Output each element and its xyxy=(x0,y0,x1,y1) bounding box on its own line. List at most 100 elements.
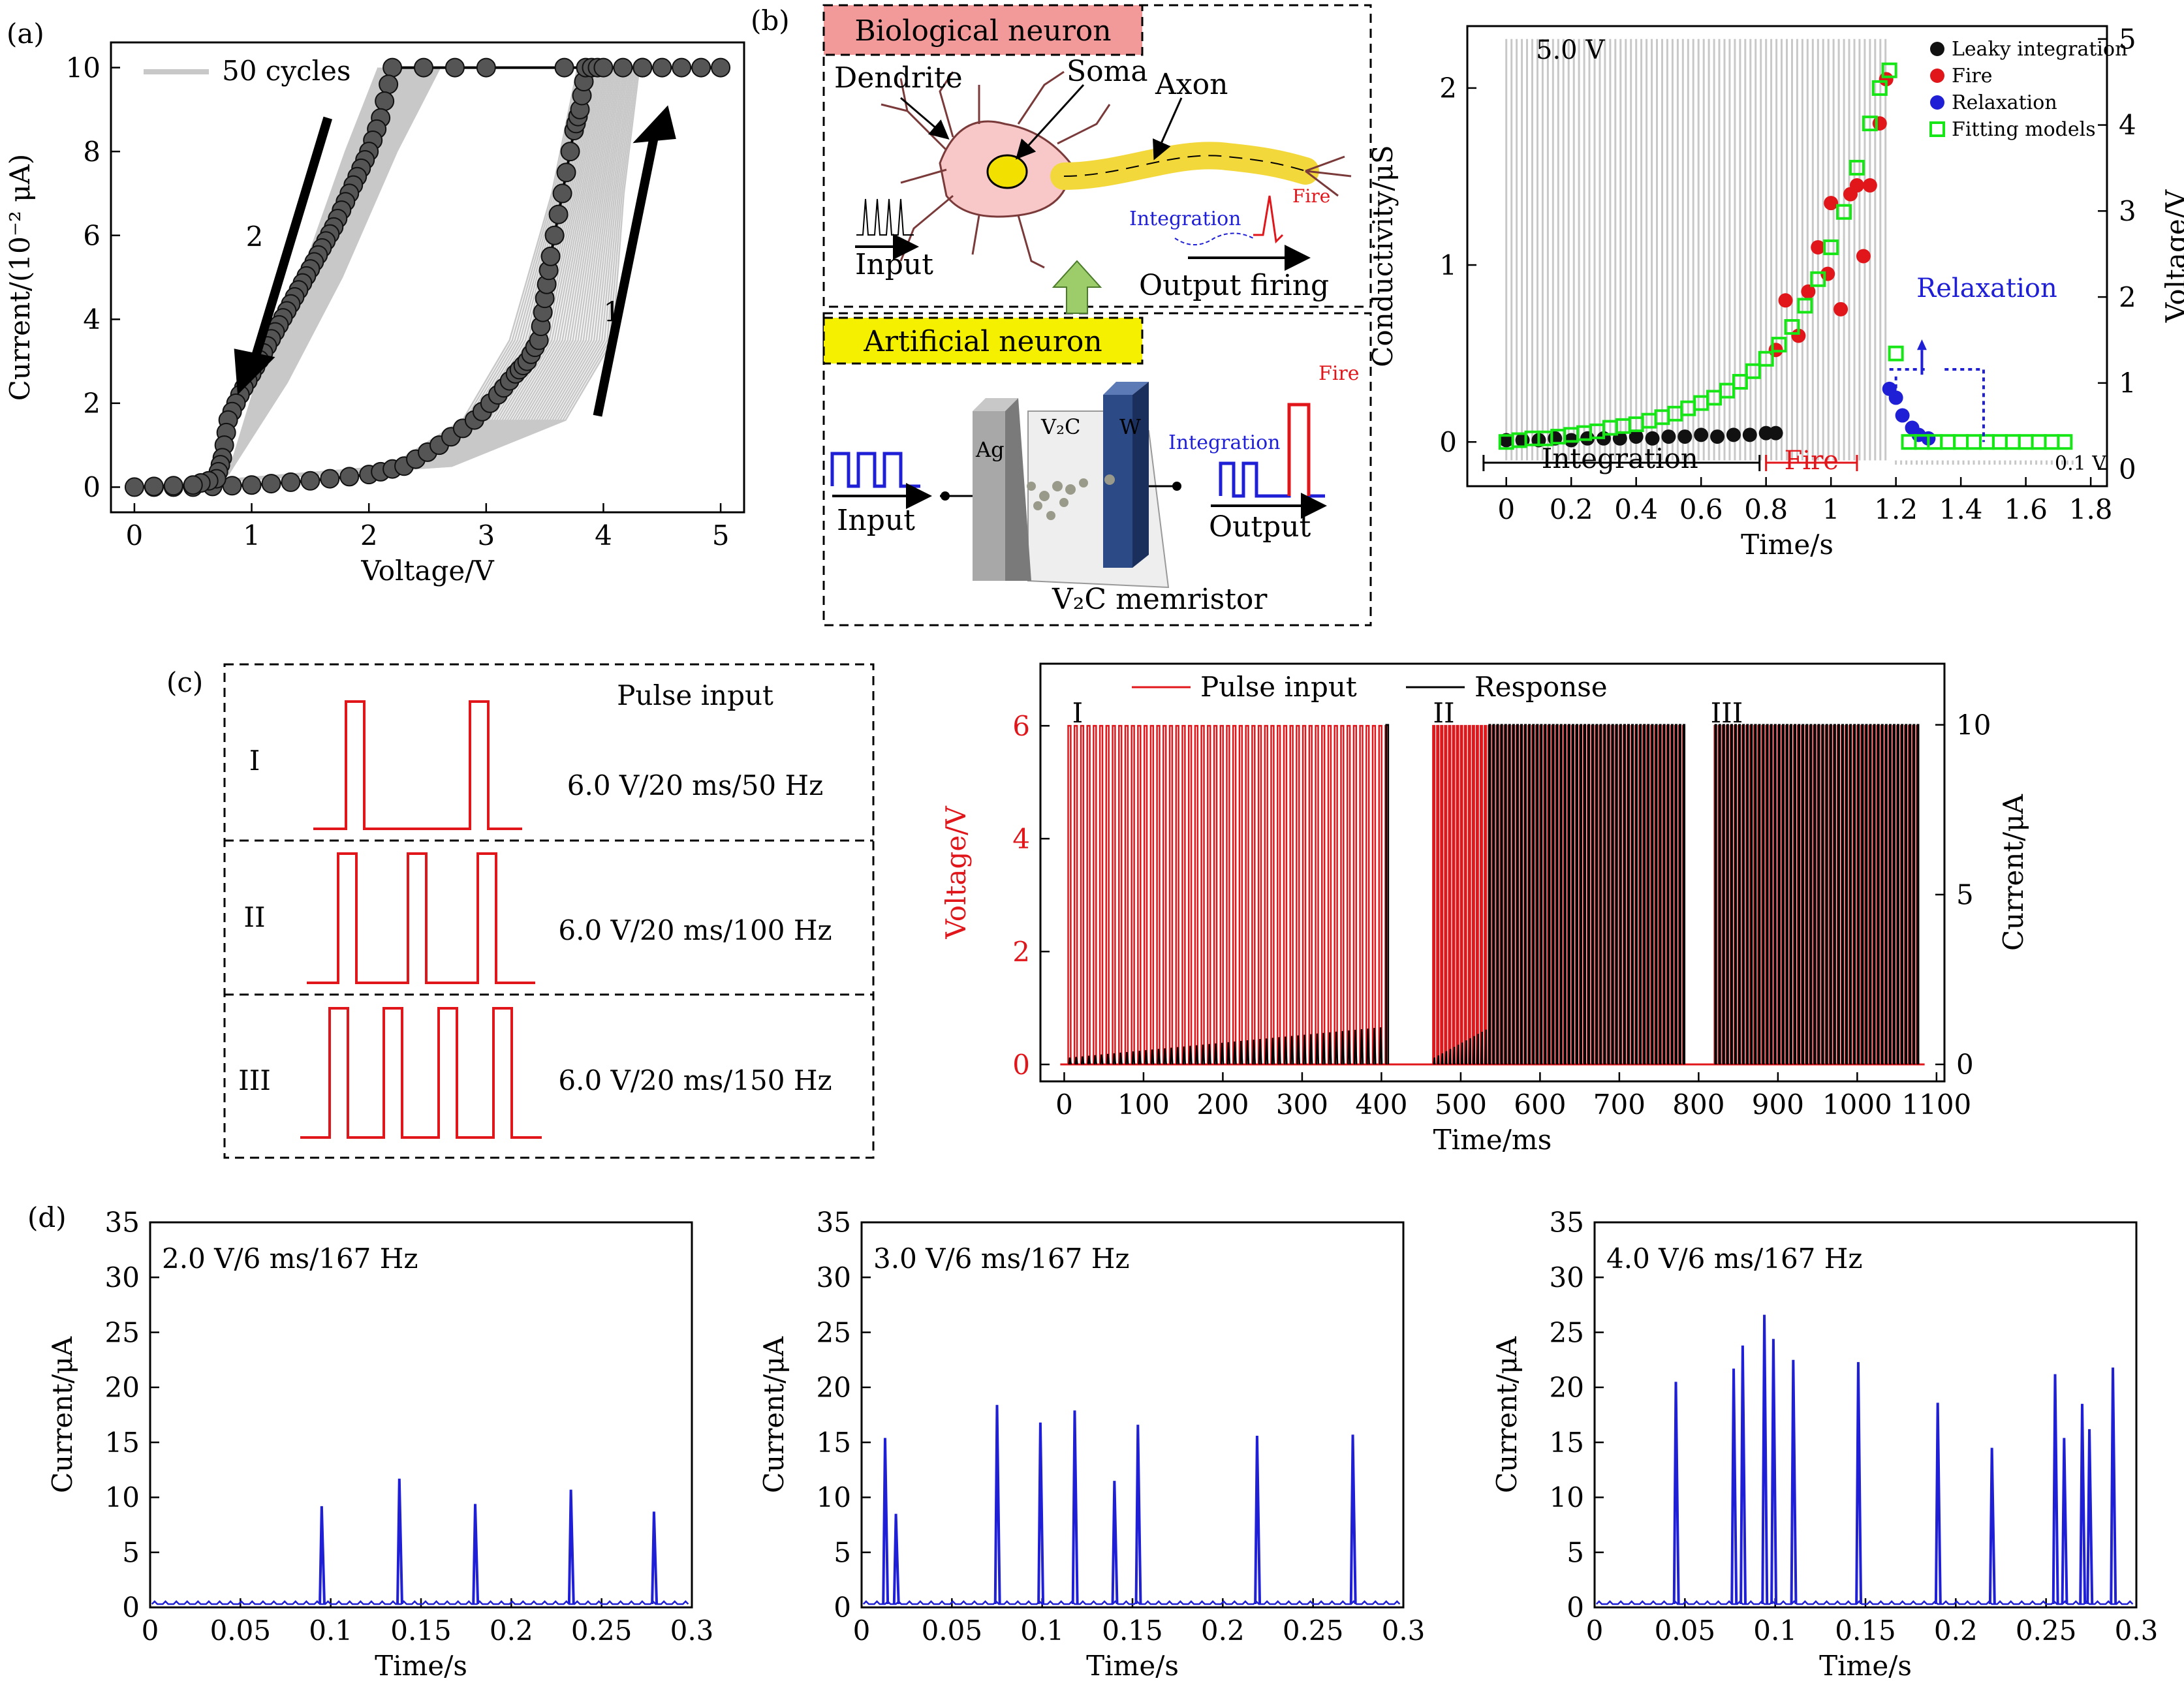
current-spike xyxy=(396,1478,403,1604)
x-tick-label: 1.6 xyxy=(2004,493,2048,525)
x-tick-label: 0.1 xyxy=(1020,1615,1064,1647)
x-tick-label: 5 xyxy=(712,519,730,551)
y-tick-label: 0 xyxy=(1012,1049,1030,1081)
x-tick-label: 0 xyxy=(142,1615,159,1647)
arrow-1-head xyxy=(632,105,676,144)
arrow-dendrite xyxy=(900,97,950,140)
y-tick-label: 5 xyxy=(122,1536,140,1568)
current-spike xyxy=(1349,1434,1357,1604)
sweep2-marker xyxy=(632,57,653,78)
neuron-schematic: Biological neuron Artificial neuron Dend… xyxy=(822,4,1372,627)
x-tick-label: 0.15 xyxy=(1835,1615,1896,1647)
x-axis-label: Time/s xyxy=(1086,1650,1179,1682)
x-tick-label: 700 xyxy=(1593,1089,1646,1121)
x-axis-label: Time/s xyxy=(1819,1650,1912,1682)
sweep2-marker xyxy=(445,57,465,78)
green-up-arrow xyxy=(1052,260,1102,314)
sweep2-marker xyxy=(183,475,203,495)
fitting-marker xyxy=(1784,318,1800,335)
current-spike xyxy=(1071,1410,1079,1604)
x-axis-label: Time/s xyxy=(1741,529,1833,561)
panel-label-b: (b) xyxy=(751,5,790,37)
sweep1-marker xyxy=(552,183,572,204)
y-tick-label: 1 xyxy=(1439,249,1457,281)
x-tick-label: 1.4 xyxy=(1939,493,1983,525)
label-ag: Ag xyxy=(975,437,1005,462)
response-trace xyxy=(1068,724,1920,1065)
x-tick-label: 1100 xyxy=(1901,1089,1971,1121)
sweep1-marker xyxy=(540,246,561,266)
fitting-marker xyxy=(1978,434,1995,450)
y-right-tick-label: 0 xyxy=(1956,1049,1974,1081)
y-tick-label: 0 xyxy=(83,471,101,503)
x-tick-label: 0.1 xyxy=(309,1615,352,1647)
plot-frame xyxy=(110,41,745,514)
y-axis-label: Conductivity/μS xyxy=(1367,145,1399,367)
y-tick-label: 35 xyxy=(1550,1207,1584,1239)
chart-title: 3.0 V/6 ms/167 Hz xyxy=(873,1243,1130,1275)
y-right-tick-label: 3 xyxy=(2119,195,2136,227)
y-tick-label: 20 xyxy=(817,1372,851,1404)
y-right-axis-label: Current/μA xyxy=(1997,794,2029,951)
current-spike xyxy=(2061,1438,2068,1604)
x-tick-label: 0 xyxy=(1497,493,1515,525)
fitting-marker xyxy=(2057,434,2073,450)
y-right-tick-label: 1 xyxy=(2119,367,2136,399)
y-tick-label: 4 xyxy=(83,303,101,335)
fitting-marker xyxy=(1881,62,1897,78)
sweep2-marker xyxy=(414,57,434,78)
chart-c: 0 100 200 300 400 500 600 700 800 900 1000 11000246… xyxy=(940,662,2029,1156)
fire-marker xyxy=(1872,116,1887,131)
y-axis-label: Current/μA xyxy=(46,1336,78,1493)
sweep2-marker xyxy=(711,57,731,78)
current-spike xyxy=(1254,1435,1262,1604)
baseline-trace xyxy=(1595,1600,2134,1605)
art-label-output: Output xyxy=(1209,510,1311,544)
current-spike xyxy=(1761,1314,1769,1604)
fire-marker xyxy=(1849,178,1864,193)
legend-label: Fire xyxy=(1952,65,1993,87)
fire-marker xyxy=(1824,196,1839,211)
legend-label: 50 cycles xyxy=(222,55,351,87)
x-tick-label: 600 xyxy=(1514,1089,1566,1121)
chart-d1: 0 0.05 0.1 0.15 0.2 0.25 0.3 0 5 10 15 20 25 30 35 Time… xyxy=(46,1207,713,1682)
fitting-marker xyxy=(2031,434,2047,450)
x-tick-label: 0.3 xyxy=(2115,1615,2159,1647)
x-tick-label: 1.2 xyxy=(1874,493,1918,525)
x-axis-label: Voltage/V xyxy=(360,555,494,587)
arrow-1 xyxy=(593,125,661,417)
pulse-wave-row-1 xyxy=(313,700,522,830)
sweep1-marker xyxy=(124,477,144,497)
y-right-tick-label: 2 xyxy=(2119,281,2136,313)
axon-terminal xyxy=(1305,155,1352,197)
x-tick-label: 0 xyxy=(1586,1615,1604,1647)
annotation-2: 2 xyxy=(246,221,264,253)
y-tick-label: 15 xyxy=(817,1427,851,1459)
sweep1-marker xyxy=(548,204,569,224)
y-tick-label: 0 xyxy=(1567,1592,1584,1624)
x-tick-label: 0.1 xyxy=(1753,1615,1797,1647)
y-tick-label: 0 xyxy=(834,1592,851,1624)
y-axis-label: Current/μA xyxy=(758,1336,790,1493)
legend-label-pulse: Pulse input xyxy=(1200,671,1357,703)
x-tick-label: 800 xyxy=(1672,1089,1724,1121)
art-fire-pulse xyxy=(1287,403,1311,496)
fitting-marker xyxy=(1836,204,1852,220)
fitting-marker xyxy=(1797,298,1813,314)
x-tick-label: 1.8 xyxy=(2069,493,2113,525)
y-right-axis-label: Voltage/V xyxy=(2160,189,2184,323)
x-axis-label: Time/ms xyxy=(1433,1124,1552,1156)
y-tick-label: 2 xyxy=(83,388,101,420)
row2-roman: II xyxy=(243,901,265,933)
sweep2-marker xyxy=(382,57,403,78)
annotation-1: 1 xyxy=(603,296,621,328)
leaky-integration-marker xyxy=(1768,425,1783,441)
current-spike xyxy=(567,1489,575,1604)
x-tick-label: 900 xyxy=(1752,1089,1804,1121)
legend-marker xyxy=(1930,69,1944,83)
x-tick-label: 0.2 xyxy=(490,1615,533,1647)
x-axis-label: Time/s xyxy=(375,1650,467,1682)
y-tick-label: 8 xyxy=(83,136,101,168)
annotation-II: II xyxy=(1433,697,1454,729)
